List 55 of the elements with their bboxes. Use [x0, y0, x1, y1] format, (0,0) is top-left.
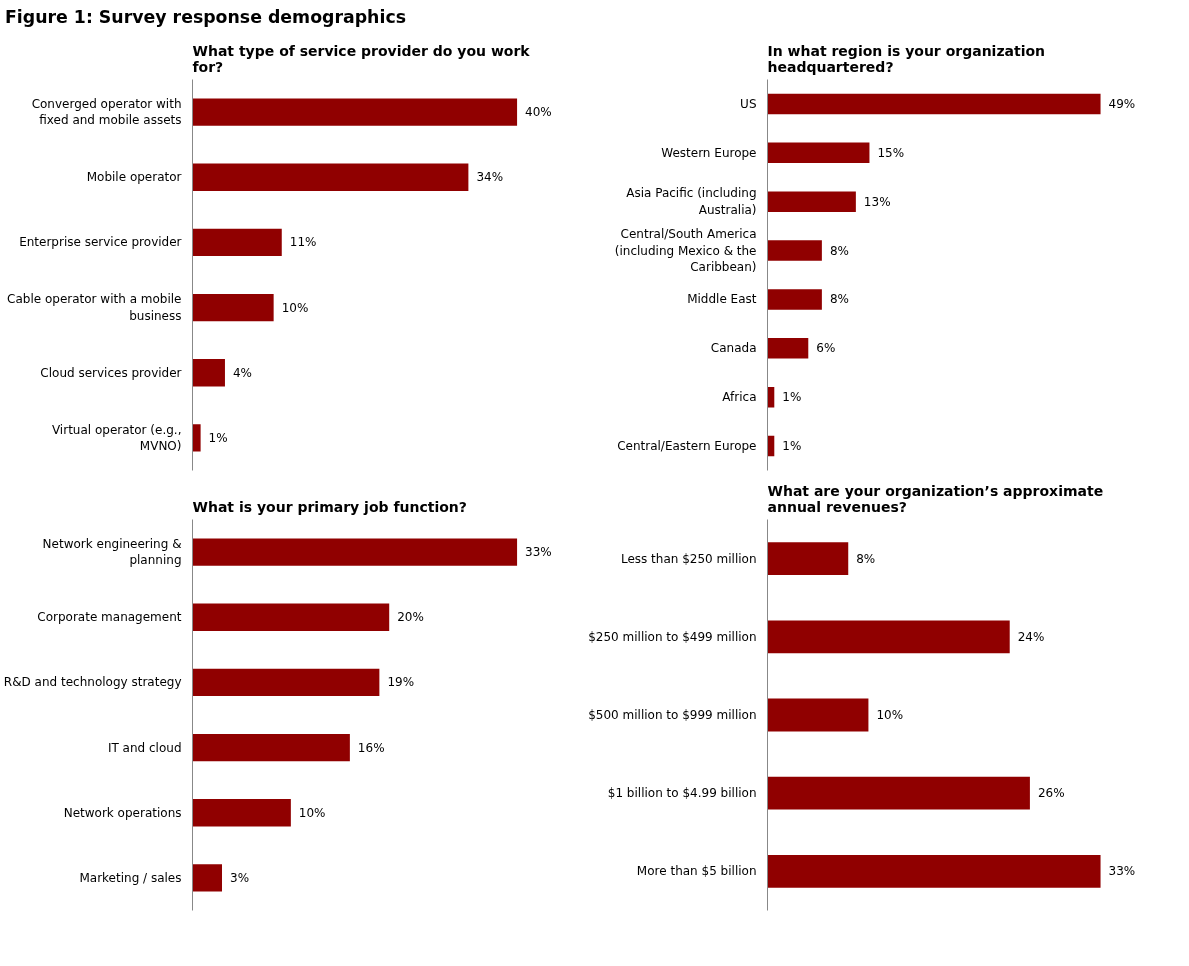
- y-tick-label: Asia Pacific (including Australia): [626, 186, 757, 217]
- chart-title: What are your organization’s approximate annual revenues?: [767, 482, 1104, 515]
- data-label: 16%: [357, 740, 385, 755]
- y-tick-label: US: [740, 96, 757, 111]
- data-label: 6%: [816, 341, 836, 356]
- data-label: 49%: [1108, 96, 1136, 111]
- y-tick-label: Central/Eastern Europe: [617, 438, 757, 453]
- y-tick-label: IT and cloud: [107, 740, 182, 755]
- data-label: 34%: [476, 170, 504, 184]
- y-tick-label: $250 million to $499 million: [588, 629, 757, 644]
- data-label: 40%: [525, 104, 552, 119]
- y-tick-label: $1 billion to $4.99 billion: [607, 785, 757, 800]
- y-tick-label: Middle East: [687, 292, 757, 307]
- y-tick-label: Cable operator with a mobile business: [7, 291, 182, 323]
- y-tick-label: Central/South America (including Mexico & the Caribbean): [614, 226, 757, 275]
- data-label: 4%: [232, 365, 252, 380]
- data-label: 13%: [863, 194, 891, 209]
- y-tick-label: Marketing / sales: [79, 870, 182, 885]
- data-label: 10%: [281, 300, 309, 315]
- data-label: 1%: [782, 438, 802, 453]
- data-label: 8%: [829, 243, 849, 258]
- data-label: 8%: [829, 292, 849, 307]
- data-label: 19%: [387, 675, 415, 690]
- y-tick-label: Mobile operator: [86, 170, 182, 184]
- y-tick-label: Network operations: [63, 805, 182, 820]
- chart-title: What type of service provider do you work for?: [192, 42, 531, 75]
- y-tick-label: R&D and technology strategy: [3, 675, 182, 690]
- data-label: 15%: [877, 145, 905, 160]
- data-label: 33%: [525, 544, 552, 559]
- y-tick-label: Enterprise service provider: [19, 235, 182, 250]
- data-label: 1%: [208, 430, 228, 445]
- data-label: 3%: [230, 870, 250, 885]
- data-label: 24%: [1017, 629, 1045, 644]
- y-tick-label: Less than $250 million: [620, 551, 757, 566]
- y-tick-label: Cloud services provider: [40, 365, 182, 380]
- y-tick-label: Network engineering & planning: [42, 536, 182, 568]
- y-tick-label: $500 million to $999 million: [588, 707, 757, 722]
- data-label: 11%: [289, 235, 317, 250]
- y-tick-label: Africa: [722, 389, 757, 404]
- y-tick-label: Converged operator with fixed and mobile assets: [31, 96, 182, 128]
- chart-title: In what region is your organization headquartered?: [767, 42, 1046, 75]
- y-tick-label: Virtual operator (e.g., MVNO): [51, 422, 182, 454]
- data-label: 33%: [1108, 864, 1136, 879]
- data-label: 1%: [782, 389, 802, 404]
- data-label: 26%: [1037, 785, 1065, 800]
- data-label: 8%: [856, 551, 876, 566]
- y-tick-label: Western Europe: [661, 145, 757, 160]
- y-tick-label: More than $5 billion: [636, 864, 757, 879]
- data-label: 20%: [397, 610, 424, 624]
- y-tick-label: Corporate management: [37, 610, 182, 624]
- data-label: 10%: [876, 707, 904, 722]
- caption: Figure 1: Survey response demographics: [5, 6, 406, 29]
- chart-title: What is your primary job function?: [192, 498, 467, 515]
- data-label: 10%: [298, 805, 326, 820]
- y-tick-label: Canada: [710, 341, 757, 356]
